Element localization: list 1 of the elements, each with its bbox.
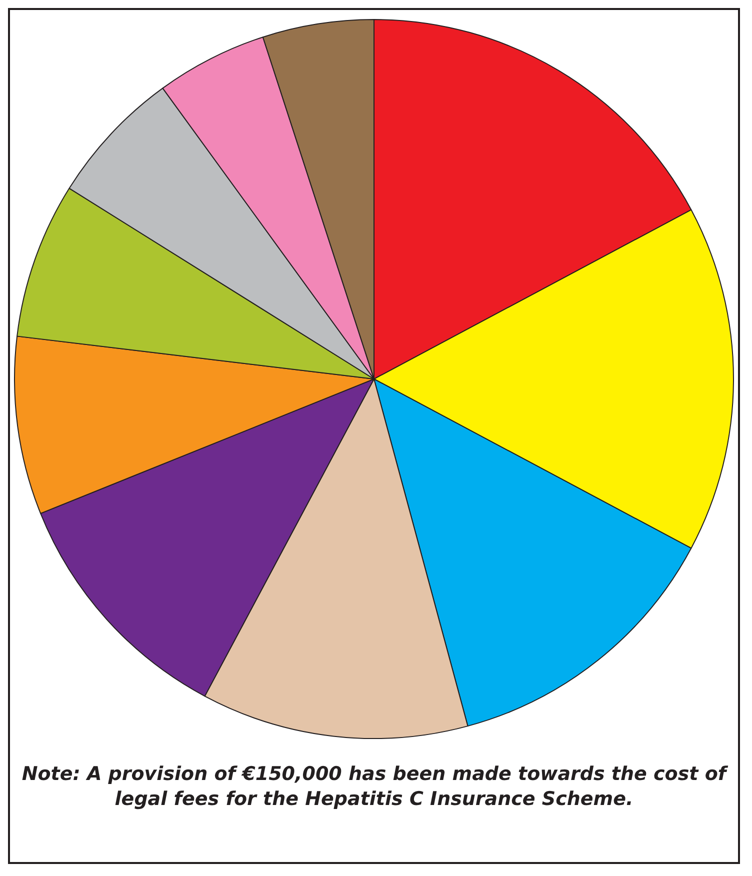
text: Note: A provision of €150,000 has been made towards the cost of legal fees for the Hepatitis C Insurance Scheme. (20, 762, 729, 812)
